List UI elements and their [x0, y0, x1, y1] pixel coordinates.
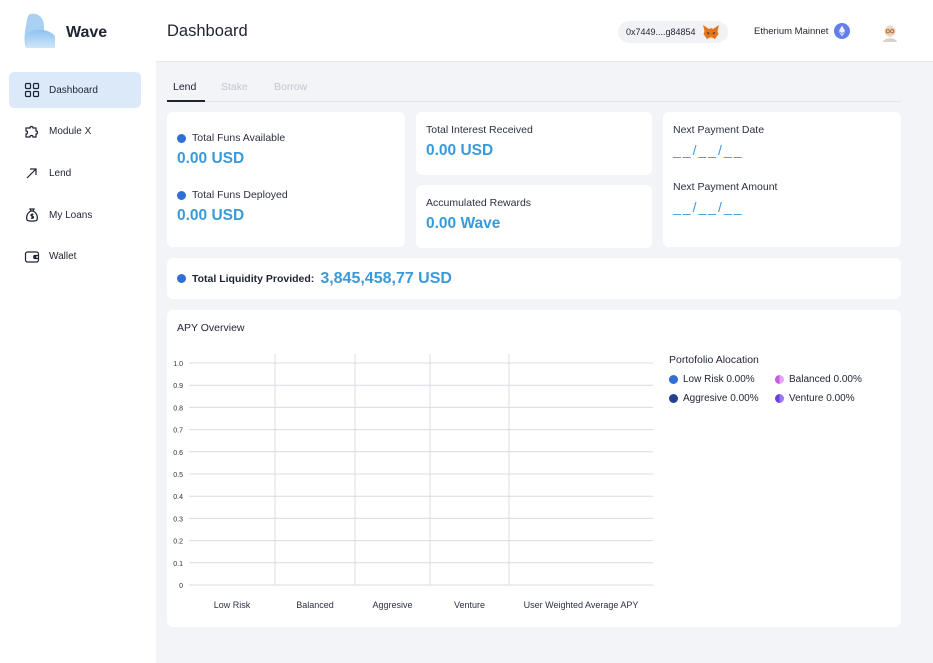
x-tick-label: User Weighted Average APY [524, 600, 639, 610]
status-dot [177, 190, 186, 200]
sidebar-item-label: Module X [49, 126, 92, 138]
tab-borrow[interactable]: Borrow [274, 81, 308, 93]
y-tick-label: 0.1 [173, 561, 183, 568]
total-liquidity-label: Total Liquidity Provided: [192, 272, 315, 285]
x-tick-label: Venture [454, 600, 485, 610]
legend-dot [775, 394, 784, 403]
x-tick-label: Balanced [296, 600, 334, 610]
sidebar-item-dashboard[interactable]: Dashboard [9, 72, 141, 108]
y-tick-label: 0.3 [173, 516, 183, 523]
payment-card: Next Payment Date __/__/__ Next Payment … [663, 112, 901, 247]
chart-title: APY Overview [177, 322, 245, 334]
interest-card: Total Interest Received 0.00 USD [416, 112, 652, 175]
active-tab-indicator [167, 100, 205, 102]
legend-item-low-risk: Low Risk 0.00% [669, 374, 775, 385]
legend-item-venture: Venture 0.00% [775, 393, 885, 404]
legend-dot [669, 375, 678, 384]
wallet-address: 0x7449....g84854 [626, 27, 696, 37]
tab-stake[interactable]: Stake [221, 81, 248, 93]
sidebar-nav: Dashboard Module X Lend My Loans [9, 72, 141, 280]
x-tick-label: Low Risk [214, 600, 251, 610]
legend-item-balanced: Balanced 0.00% [775, 374, 885, 385]
stat-label-row: Total Funs Available [177, 132, 285, 144]
total-interest-received-value: 0.00 USD [426, 142, 494, 159]
sidebar-item-module-x[interactable]: Module X [9, 114, 141, 150]
brand-name: Wave [66, 24, 108, 41]
sidebar-item-wallet[interactable]: Wallet [9, 239, 141, 275]
sidebar-item-my-loans[interactable]: My Loans [9, 197, 141, 233]
total-interest-received-label: Total Interest Received [426, 124, 533, 136]
puzzle-icon [25, 125, 39, 138]
sidebar-item-label: Wallet [49, 251, 77, 263]
total-funds-available-label: Total Funs Available [192, 132, 286, 144]
tab-bar: Lend Stake Borrow [167, 77, 901, 102]
y-tick-label: 0.6 [173, 450, 183, 457]
network-label: Etherium Mainnet [754, 25, 829, 37]
legend-dot [775, 375, 784, 384]
brand[interactable]: Wave [24, 12, 144, 52]
legend-label: Aggresive 0.00% [683, 393, 759, 404]
next-payment-amount-label: Next Payment Amount [673, 181, 778, 193]
sidebar-item-label: Lend [49, 167, 72, 179]
y-tick-label: 0.7 [173, 428, 183, 435]
y-tick-label: 0.4 [173, 494, 183, 501]
wave-logo-icon [24, 13, 55, 48]
legend-item-aggresive: Aggresive 0.00% [669, 393, 775, 404]
legend-label: Low Risk 0.00% [683, 374, 755, 385]
y-tick-label: 0 [179, 583, 183, 590]
portfolio-legend: Low Risk 0.00% Balanced 0.00% Aggresive … [669, 374, 889, 404]
metamask-fox-icon [702, 25, 719, 39]
y-tick-label: 0.9 [173, 383, 183, 390]
legend-dot [669, 394, 678, 403]
legend-label: Venture 0.00% [789, 393, 855, 404]
status-dot [177, 274, 186, 283]
y-tick-label: 1.0 [173, 361, 183, 368]
total-funds-available-value: 0.00 USD [177, 150, 245, 167]
total-funds-deployed-value: 0.00 USD [177, 207, 245, 224]
legend-label: Balanced 0.00% [789, 374, 862, 385]
top-header: Dashboard 0x7449....g84854 Etherium Main… [156, 0, 933, 62]
sidebar-item-label: My Loans [49, 209, 93, 221]
sidebar-item-lend[interactable]: Lend [9, 155, 141, 191]
page-title: Dashboard [167, 22, 248, 40]
ethereum-icon [834, 23, 851, 39]
rewards-card: Accumulated Rewards 0.00 Wave [416, 185, 652, 248]
apy-overview-card: APY Overview 0 0.1 0.2 0.3 0.4 0.5 0.6 0.7 0.8 0.… [167, 310, 901, 627]
next-payment-date-label: Next Payment Date [673, 124, 765, 136]
portfolio-allocation-title: Portofolio Alocation [669, 354, 759, 366]
apy-chart: 0 0.1 0.2 0.3 0.4 0.5 0.6 0.7 0.8 0.9 1.0 Low Risk B… [173, 354, 653, 610]
arrow-up-right-icon [26, 168, 37, 179]
avatar[interactable] [879, 21, 901, 43]
y-tick-label: 0.2 [173, 539, 183, 546]
money-bag-icon [26, 208, 38, 222]
liquidity-card: Total Liquidity Provided: 3,845,458,77 U… [167, 258, 901, 299]
accumulated-rewards-label: Accumulated Rewards [426, 197, 532, 209]
status-dot [177, 133, 186, 143]
next-payment-date-value: __/__/__ [673, 142, 744, 158]
y-tick-label: 0.5 [173, 472, 183, 479]
wallet-address-chip[interactable]: 0x7449....g84854 [618, 21, 728, 43]
total-liquidity-value: 3,845,458,77 USD [320, 269, 452, 287]
funds-card: Total Funs Available 0.00 USD Total Funs… [167, 112, 405, 247]
y-tick-label: 0.8 [173, 405, 183, 412]
sidebar: Wave Dashboard Module X Lend [0, 0, 156, 663]
tab-lend[interactable]: Lend [173, 81, 197, 93]
stat-label-row: Total Funs Deployed [177, 189, 288, 201]
grid-icon [24, 82, 40, 98]
total-funds-deployed-label: Total Funs Deployed [192, 189, 288, 201]
x-tick-label: Aggresive [372, 600, 412, 610]
network-selector[interactable]: Etherium Mainnet [754, 23, 851, 39]
accumulated-rewards-value: 0.00 Wave [426, 215, 501, 232]
wallet-icon [24, 251, 40, 263]
next-payment-amount-value: __/__/__ [673, 199, 744, 215]
sidebar-item-label: Dashboard [49, 84, 98, 96]
